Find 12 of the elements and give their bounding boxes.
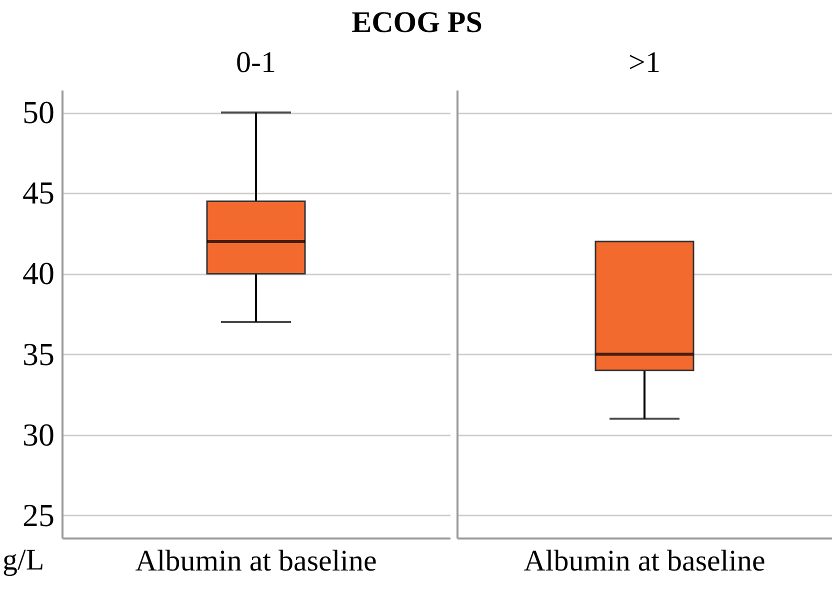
chart-subtitle: >1 (628, 46, 660, 79)
chart-title: ECOG PS (352, 6, 482, 39)
x-tick-label: Albumin at baseline (524, 544, 766, 578)
y-axis-title: g/L (2, 544, 44, 576)
chart-subtitle: 0-1 (236, 46, 276, 79)
y-tick-label: 35 (22, 336, 54, 372)
y-tick-label: 50 (22, 94, 54, 130)
y-tick-label: 40 (22, 255, 54, 292)
x-tick-label: Albumin at baseline (135, 544, 377, 578)
y-tick-label: 25 (22, 496, 54, 533)
y-tick-label: 30 (22, 416, 54, 452)
y-tick-label: 45 (22, 174, 54, 211)
